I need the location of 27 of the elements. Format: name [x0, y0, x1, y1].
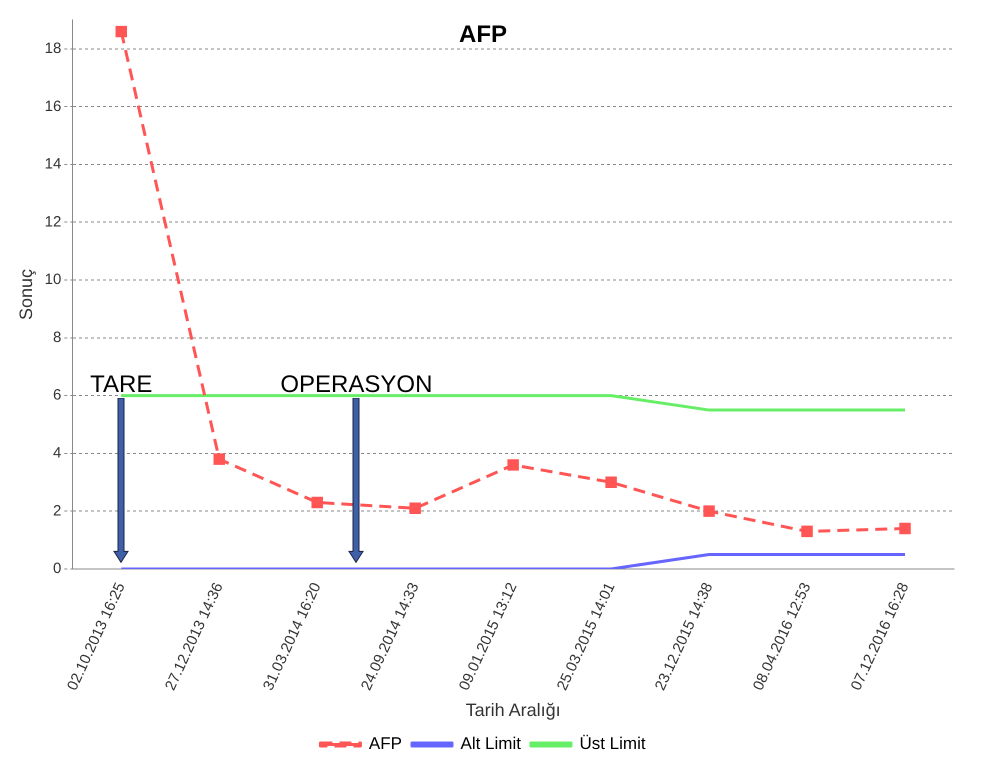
y-tick-label: 4: [52, 444, 62, 462]
y-tick-label: 6: [52, 386, 62, 404]
y-tick-label: 14: [44, 156, 62, 173]
x-axis-title: Tarih Aralığı: [466, 700, 561, 720]
point: [801, 526, 813, 538]
annotation: OPERASYON: [280, 371, 432, 398]
point: [213, 453, 225, 465]
y-axis-title: Sonuç: [16, 268, 36, 320]
point: [703, 505, 715, 517]
point: [507, 459, 519, 471]
y-tick-label: 16: [44, 98, 62, 115]
y-tick-label: 10: [44, 271, 62, 288]
y-tick-label: 2: [52, 502, 62, 520]
y-tick-label: 18: [44, 40, 62, 58]
y-tick-label: 8: [52, 328, 62, 346]
point: [899, 522, 911, 534]
y-tick-label: 0: [52, 560, 62, 578]
point: [605, 476, 617, 488]
annotation: TARE: [90, 371, 152, 398]
legend-label: Alt Limit: [460, 734, 522, 754]
legend-label: AFP: [368, 734, 402, 754]
point: [116, 26, 128, 38]
legend-label: Üst Limit: [579, 734, 646, 754]
y-tick-label: 12: [44, 213, 62, 230]
point: [311, 496, 323, 508]
chart-title: AFP: [459, 21, 507, 48]
point: [409, 502, 421, 514]
